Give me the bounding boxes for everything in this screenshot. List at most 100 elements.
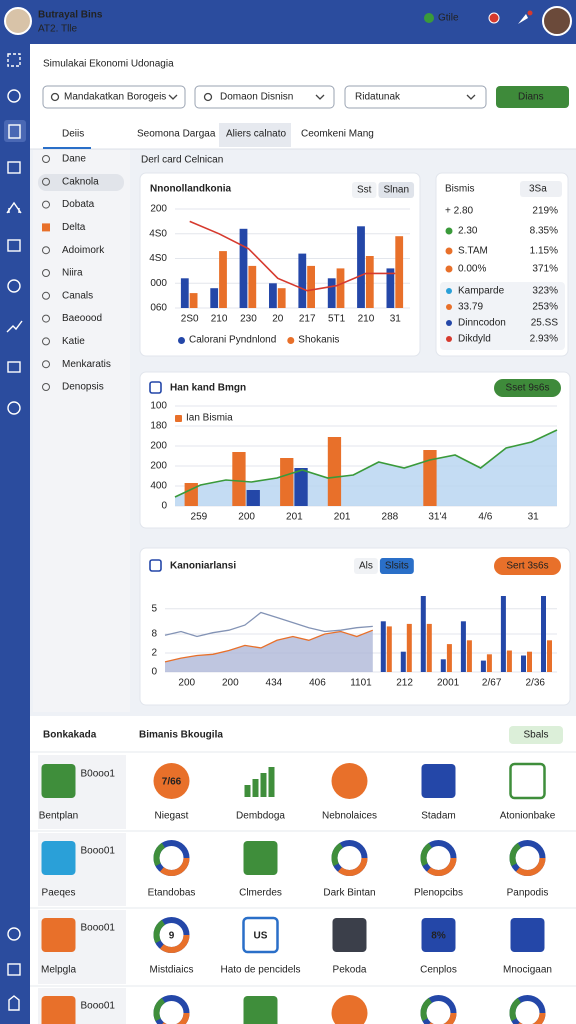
nav-item[interactable]: Adoimork: [62, 245, 105, 256]
toggle[interactable]: Als: [359, 561, 373, 572]
tile-label[interactable]: Plenopcibs: [414, 888, 463, 899]
stat-change: 8.35%: [530, 226, 558, 237]
tile-icon[interactable]: [252, 779, 259, 797]
grid-icon[interactable]: [7, 53, 21, 67]
tile-label[interactable]: Stadam: [421, 811, 455, 822]
catalog-subtitle: Bimanis Bkougila: [139, 730, 223, 741]
filter-dropdown[interactable]: Mandakatkan Borogeis: [64, 92, 166, 103]
toggle-bg[interactable]: [379, 558, 414, 574]
home-icon[interactable]: [7, 89, 21, 103]
nav-item[interactable]: Dobata: [62, 199, 95, 210]
tile-icon[interactable]: [421, 764, 456, 798]
nav-item[interactable]: Dane: [62, 154, 86, 165]
filter-dropdown[interactable]: Domaon Disnisn: [220, 92, 293, 103]
nav-item[interactable]: Denopsis: [62, 382, 104, 393]
doc-icon[interactable]: [8, 124, 21, 139]
tile-icon[interactable]: [242, 916, 279, 954]
nav-item[interactable]: Canals: [62, 290, 93, 301]
tile-icon[interactable]: [268, 767, 275, 797]
nav-item[interactable]: Menkaratis: [62, 359, 111, 370]
table-icon[interactable]: [7, 361, 21, 373]
tile-label[interactable]: Etandobas: [148, 888, 196, 899]
tile-label[interactable]: Panpodis: [507, 888, 549, 899]
tile-label[interactable]: Nebnolaices: [322, 811, 377, 822]
action-button[interactable]: Dians: [518, 92, 544, 103]
button-bg[interactable]: [494, 557, 561, 575]
tab[interactable]: Aliers calnato: [226, 129, 286, 140]
tile-icon[interactable]: [332, 918, 367, 952]
tile-label[interactable]: Cenplos: [420, 965, 457, 976]
button-bg[interactable]: [494, 379, 561, 397]
globe-icon[interactable]: [7, 279, 21, 293]
tile-icon[interactable]: [509, 762, 546, 800]
trend-icon[interactable]: [6, 320, 23, 333]
toggle[interactable]: Sst: [357, 185, 372, 196]
tile-label[interactable]: Dembdoga: [236, 811, 285, 822]
tab[interactable]: Deiis: [62, 129, 84, 140]
avatar[interactable]: [4, 7, 32, 35]
alert-icon[interactable]: [518, 14, 528, 24]
trend-line: [189, 220, 396, 292]
tile-icon[interactable]: [331, 763, 368, 799]
tile-icon: [420, 840, 457, 876]
filter-box[interactable]: [194, 85, 335, 109]
tile-icon[interactable]: [41, 996, 76, 1024]
filter-box[interactable]: [42, 85, 186, 109]
settings-icon[interactable]: [7, 927, 21, 941]
action-button-bg[interactable]: [496, 86, 569, 108]
tile-icon[interactable]: [243, 841, 278, 875]
tile-label[interactable]: Bentplan: [39, 811, 78, 822]
tile-icon[interactable]: [41, 764, 76, 798]
toggle-bg[interactable]: [378, 182, 415, 198]
tile-icon[interactable]: [153, 763, 190, 799]
stats-selector[interactable]: 3Sa: [529, 184, 547, 195]
button-bg[interactable]: [509, 726, 563, 744]
notification-icon[interactable]: [488, 12, 500, 24]
tile-label[interactable]: Dark Bintan: [323, 888, 375, 899]
tile-icon[interactable]: [331, 995, 368, 1024]
user-icon[interactable]: [8, 995, 20, 1011]
selector-box[interactable]: [520, 181, 562, 197]
x-tick-label: 212: [396, 678, 413, 689]
tile-label[interactable]: Hato de pencidels: [220, 965, 300, 976]
clock-icon[interactable]: [7, 401, 21, 415]
bar: [440, 659, 446, 672]
tile-label[interactable]: Paeqes: [42, 888, 76, 899]
tab[interactable]: Ceomkeni Mang: [301, 129, 374, 140]
chart-button[interactable]: Sset 9s6s: [506, 383, 550, 394]
tile-icon[interactable]: [244, 785, 251, 797]
toggle-bg[interactable]: [352, 182, 377, 198]
tile-label[interactable]: Mnocigaan: [503, 965, 552, 976]
catalog-button[interactable]: Sbals: [523, 730, 548, 741]
tile-icon[interactable]: [421, 918, 456, 952]
nav-item[interactable]: Baeoood: [62, 313, 102, 324]
tile-icon[interactable]: [510, 918, 545, 952]
filter-dropdown[interactable]: Ridatunak: [355, 92, 401, 103]
chart-button[interactable]: Sert 3s6s: [506, 561, 548, 572]
tile-label[interactable]: Melpgla: [41, 965, 76, 976]
tile-icon[interactable]: [41, 918, 76, 952]
tile-label[interactable]: Pekoda: [333, 965, 367, 976]
filter-box[interactable]: [344, 85, 487, 109]
chart-icon[interactable]: [7, 239, 21, 252]
bar: [239, 228, 248, 308]
profile-avatar[interactable]: [542, 6, 572, 36]
tile-label[interactable]: Atonionbake: [500, 811, 556, 822]
bank-icon[interactable]: [6, 201, 22, 214]
tile-label[interactable]: Niegast: [155, 811, 189, 822]
toggle-bg[interactable]: [354, 558, 378, 574]
toggle[interactable]: Slnan: [383, 185, 409, 196]
tile-label[interactable]: Mistdiaics: [150, 965, 194, 976]
tile-icon[interactable]: [260, 773, 267, 797]
tile-icon[interactable]: [243, 996, 278, 1024]
list-icon[interactable]: [7, 963, 21, 976]
tile-label[interactable]: Clmerdes: [239, 888, 282, 899]
tab[interactable]: Seomona Dargaa: [137, 129, 216, 140]
nav-item[interactable]: Delta: [62, 222, 86, 233]
nav-item[interactable]: Caknola: [62, 176, 99, 187]
toggle[interactable]: Slsits: [385, 561, 409, 572]
tile-icon[interactable]: [41, 841, 76, 875]
nav-item[interactable]: Katie: [62, 336, 85, 347]
nav-item[interactable]: Niira: [62, 268, 83, 279]
calendar-icon[interactable]: [7, 161, 21, 174]
